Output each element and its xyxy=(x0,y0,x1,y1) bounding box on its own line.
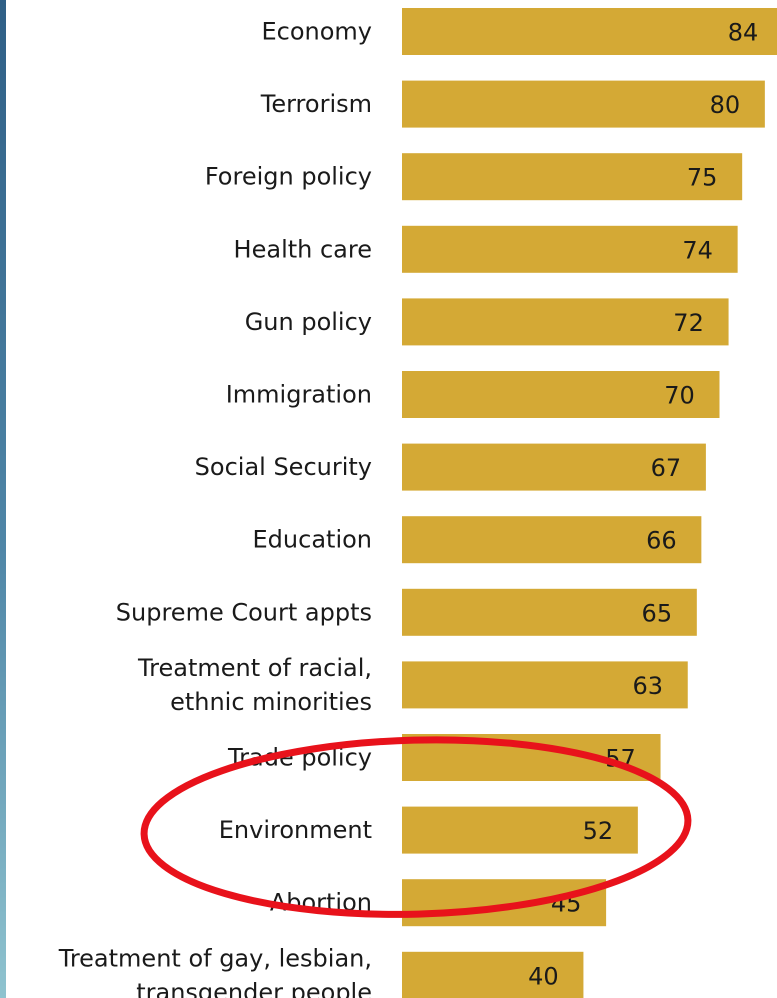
highlight-ellipse xyxy=(140,736,692,918)
bar-supreme-court-appts xyxy=(402,588,697,636)
category-label-immigration: Immigration xyxy=(226,381,372,409)
bars-layer xyxy=(402,8,777,998)
bar-social-security xyxy=(402,443,706,491)
value-label-terrorism: 80 xyxy=(710,91,741,119)
bar-immigration xyxy=(402,371,720,418)
value-label-treatment-of-gay-lesbian-transgender-people: 40 xyxy=(528,962,559,990)
bar-foreign-policy xyxy=(402,153,743,201)
value-label-social-security: 67 xyxy=(651,454,682,482)
bar-treatment-of-racial-ethnic-minorities xyxy=(402,661,688,709)
value-label-supreme-court-appts: 65 xyxy=(642,599,673,627)
value-label-education: 66 xyxy=(646,527,677,555)
value-label-gun-policy: 72 xyxy=(673,309,704,337)
category-labels-layer: Economy Terrorism Foreign policy Health car… xyxy=(58,18,372,998)
highlight-layer xyxy=(140,736,692,918)
category-label-line: ethnic minorities xyxy=(170,688,372,716)
bar-environment xyxy=(402,806,638,854)
bar-education xyxy=(402,516,702,564)
value-label-foreign-policy: 75 xyxy=(687,164,718,192)
category-label-line: Treatment of racial, xyxy=(137,654,372,682)
bar-economy xyxy=(402,8,777,55)
category-label-terrorism: Terrorism xyxy=(260,90,372,118)
category-label-economy: Economy xyxy=(261,18,372,46)
bar-health-care xyxy=(402,225,738,273)
category-label-line: Treatment of gay, lesbian, xyxy=(58,944,372,972)
category-label-treatment-of-racial-ethnic-minorities: Treatment of racial, ethnic minorities xyxy=(137,654,372,716)
category-label-gun-policy: Gun policy xyxy=(245,308,372,336)
category-label-education: Education xyxy=(253,526,372,554)
category-label-social-security: Social Security xyxy=(195,453,372,481)
value-label-environment: 52 xyxy=(583,817,614,845)
value-label-treatment-of-racial-ethnic-minorities: 63 xyxy=(632,672,663,700)
category-label-supreme-court-appts: Supreme Court appts xyxy=(116,598,372,626)
category-label-foreign-policy: Foreign policy xyxy=(205,163,372,191)
bar-terrorism xyxy=(402,80,765,128)
category-label-environment: Environment xyxy=(219,816,372,844)
value-label-health-care: 74 xyxy=(682,236,713,264)
value-label-immigration: 70 xyxy=(664,382,695,410)
bar-gun-policy xyxy=(402,298,729,346)
left-edge-strip xyxy=(0,0,6,998)
category-label-treatment-of-gay-lesbian-transgender-people: Treatment of gay, lesbian, transgender pe… xyxy=(58,944,372,998)
value-label-economy: 84 xyxy=(728,19,759,47)
category-label-health-care: Health care xyxy=(234,235,372,263)
category-label-line: transgender people xyxy=(136,978,372,998)
bar-abortion xyxy=(402,879,607,927)
bar-treatment-of-gay-lesbian-transgender-people xyxy=(402,951,584,998)
